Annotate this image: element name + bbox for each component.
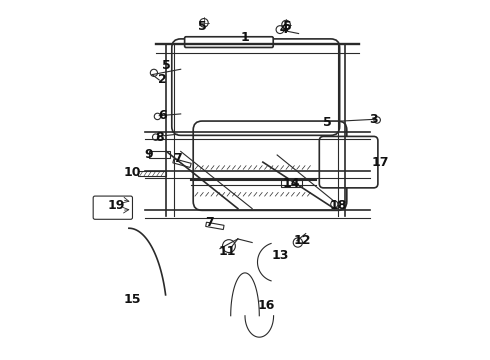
Bar	[206, 222, 224, 230]
Text: 5: 5	[162, 59, 171, 72]
Text: 10: 10	[123, 166, 141, 179]
Text: 13: 13	[272, 248, 290, 261]
Text: 5: 5	[284, 20, 292, 33]
Text: 8: 8	[155, 131, 164, 144]
Text: 17: 17	[372, 156, 390, 168]
FancyBboxPatch shape	[319, 136, 378, 188]
Bar	[148, 152, 170, 158]
Text: 7: 7	[173, 152, 181, 165]
Text: 6: 6	[159, 109, 167, 122]
Text: 18: 18	[329, 198, 346, 212]
Text: 4: 4	[280, 23, 289, 36]
Text: 3: 3	[369, 113, 378, 126]
Text: 5: 5	[323, 116, 332, 129]
Text: 14: 14	[283, 177, 300, 190]
Text: 9: 9	[144, 148, 153, 162]
Text: 7: 7	[205, 216, 214, 229]
Bar	[138, 171, 167, 176]
Text: 1: 1	[241, 31, 249, 44]
Text: 15: 15	[123, 293, 141, 306]
Text: 12: 12	[294, 234, 311, 247]
Bar	[281, 180, 302, 187]
FancyBboxPatch shape	[93, 196, 132, 219]
Text: 5: 5	[198, 20, 206, 33]
Text: 2: 2	[158, 73, 167, 86]
Text: 16: 16	[258, 298, 275, 311]
FancyBboxPatch shape	[185, 37, 273, 48]
Text: 19: 19	[108, 198, 125, 212]
Bar	[173, 159, 191, 167]
Text: 11: 11	[219, 245, 236, 258]
